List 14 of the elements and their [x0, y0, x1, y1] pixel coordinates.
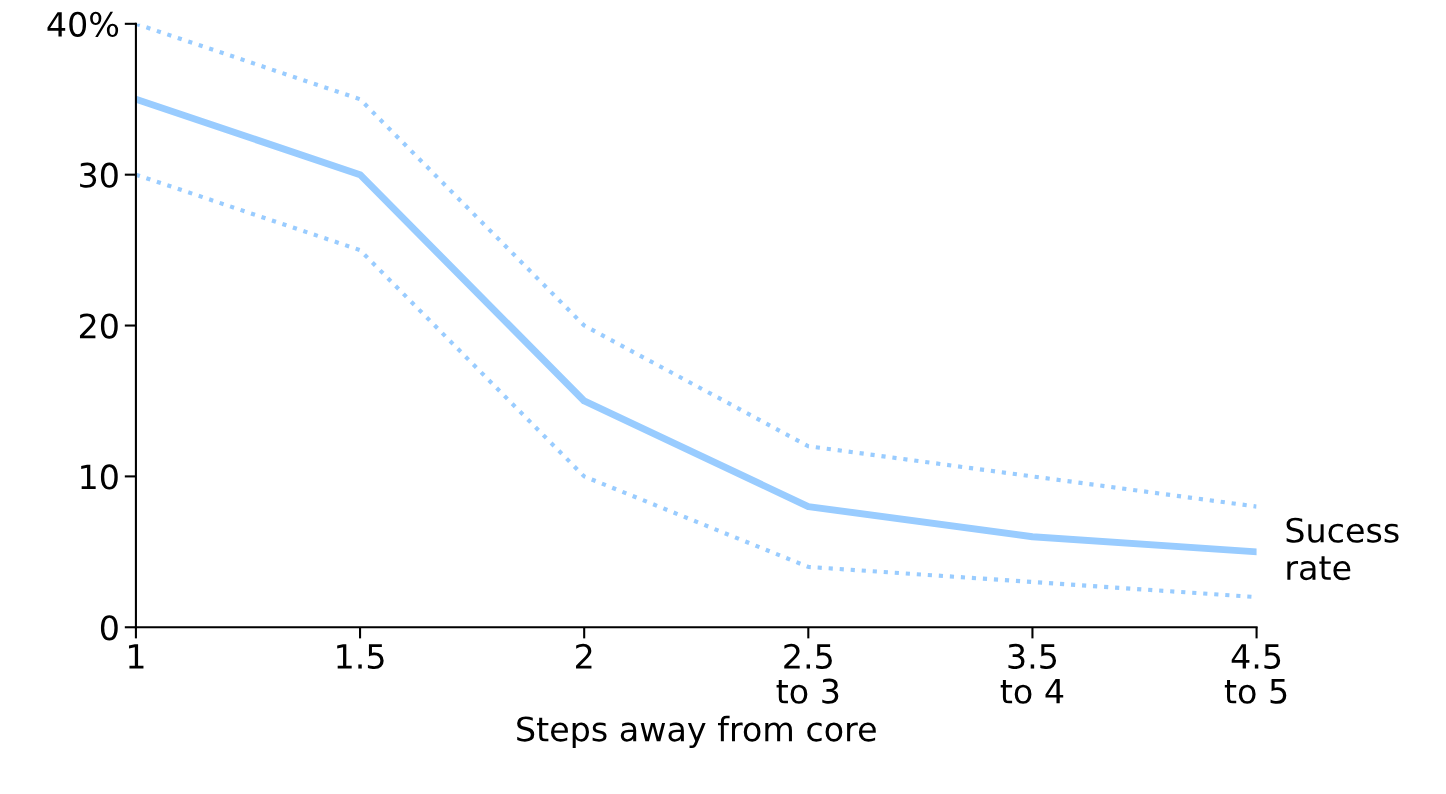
x-axis-title: Steps away from core: [517, 715, 876, 749]
y-tick-label: 40%: [47, 11, 119, 37]
x-tick-label: 1: [128, 644, 144, 669]
y-tick-label: 20: [79, 313, 118, 339]
x-tick-label: 2: [576, 643, 592, 669]
x-tick-label: 2.5 to 3: [776, 643, 839, 704]
series-label: Sucess rate: [1286, 517, 1399, 581]
y-tick-label: 0: [100, 615, 118, 641]
x-tick-label: 1.5: [337, 644, 384, 670]
x-tick-label: 3.5 to 4: [1000, 643, 1064, 704]
y-tick-label: 30: [80, 162, 118, 188]
line-series: [135, 23, 1257, 509]
y-tick-label: 10: [81, 464, 118, 490]
x-tick-label: 4.5 to 5: [1224, 644, 1287, 704]
